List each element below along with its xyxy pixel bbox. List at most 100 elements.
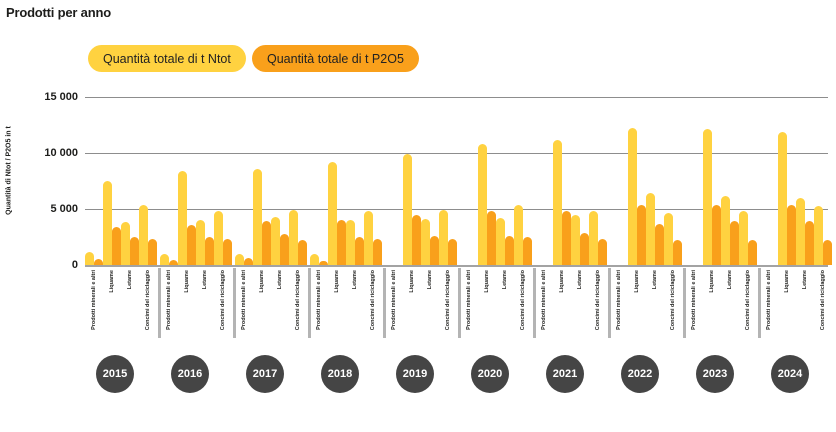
bar-ntot-2024-3[interactable]	[795, 198, 805, 265]
bar-ntot-2018-4[interactable]	[363, 211, 373, 265]
x-tick-label: Letame	[201, 270, 208, 290]
bar-p2o5-2022-2[interactable]	[636, 205, 646, 265]
bar-p2o5-2023-3[interactable]	[729, 221, 739, 265]
bar-ntot-2017-2[interactable]	[252, 169, 262, 265]
legend-label-p2o5: Quantità totale di t P2O5	[267, 51, 404, 66]
bar-ntot-2016-1[interactable]	[159, 254, 169, 265]
bar-p2o5-2024-4[interactable]	[822, 240, 832, 265]
y-tick-label-0: 0	[71, 259, 78, 271]
bar-p2o5-2017-2[interactable]	[261, 221, 271, 265]
bar-p2o5-2022-3[interactable]	[654, 224, 664, 265]
bar-ntot-2017-4[interactable]	[288, 210, 298, 265]
bar-ntot-2015-3[interactable]	[120, 222, 130, 265]
gridline-5000	[85, 209, 828, 210]
gridline-10000	[85, 153, 828, 154]
x-tick-label: Concimi del riciclaggio	[819, 270, 826, 331]
bar-p2o5-2016-4[interactable]	[222, 239, 232, 265]
year-group-separator	[382, 268, 386, 338]
bar-p2o5-2015-4[interactable]	[147, 239, 157, 265]
bar-ntot-2023-2[interactable]	[702, 129, 712, 265]
bar-p2o5-2024-3[interactable]	[804, 221, 814, 265]
bar-ntot-2024-4[interactable]	[813, 206, 823, 265]
bar-ntot-2015-4[interactable]	[138, 205, 148, 265]
x-tick-label: Letame	[276, 270, 283, 290]
bar-p2o5-2021-3[interactable]	[579, 233, 589, 265]
year-badge-2020: 2020	[471, 355, 509, 393]
x-tick-label: Letame	[726, 270, 733, 290]
bar-ntot-2016-3[interactable]	[195, 220, 205, 265]
bar-p2o5-2017-1[interactable]	[243, 258, 253, 265]
bar-p2o5-2020-2[interactable]	[486, 211, 496, 265]
bar-p2o5-2018-3[interactable]	[354, 237, 364, 265]
bar-ntot-2019-3[interactable]	[420, 219, 430, 265]
x-tick-label: Liquame	[633, 270, 640, 293]
bar-p2o5-2015-1[interactable]	[93, 259, 103, 265]
bar-p2o5-2016-1[interactable]	[168, 260, 178, 265]
bar-p2o5-2020-4[interactable]	[522, 237, 532, 265]
year-group-separator	[682, 268, 686, 338]
bar-p2o5-2023-2[interactable]	[711, 205, 721, 265]
bar-p2o5-2015-3[interactable]	[129, 237, 139, 265]
bar-ntot-2023-4[interactable]	[738, 211, 748, 265]
bar-p2o5-2015-2[interactable]	[111, 227, 121, 265]
bar-p2o5-2021-4[interactable]	[597, 239, 607, 265]
bar-ntot-2019-4[interactable]	[438, 210, 448, 265]
year-badge-2022: 2022	[621, 355, 659, 393]
bar-ntot-2018-2[interactable]	[327, 162, 337, 265]
gridline-15000	[85, 97, 828, 98]
bar-ntot-2015-1[interactable]	[84, 252, 94, 265]
bar-ntot-2024-2[interactable]	[777, 132, 787, 265]
bar-ntot-2022-4[interactable]	[663, 213, 673, 265]
x-tick-label: Concimi del riciclaggio	[519, 270, 526, 331]
bar-ntot-2020-4[interactable]	[513, 205, 523, 265]
bar-ntot-2023-3[interactable]	[720, 196, 730, 265]
legend-pill-p2o5[interactable]: Quantità totale di t P2O5	[252, 45, 419, 72]
y-tick-label-5000: 5 000	[50, 203, 78, 215]
bar-ntot-2017-3[interactable]	[270, 217, 280, 265]
x-tick-label: Prodotti minerali e altri	[690, 270, 697, 330]
bar-ntot-2021-3[interactable]	[570, 215, 580, 265]
bar-p2o5-2017-3[interactable]	[279, 234, 289, 265]
x-tick-label: Letame	[426, 270, 433, 290]
bar-ntot-2019-2[interactable]	[402, 154, 412, 265]
bar-ntot-2020-2[interactable]	[477, 144, 487, 265]
bar-ntot-2016-2[interactable]	[177, 171, 187, 265]
bar-p2o5-2018-1[interactable]	[318, 261, 328, 265]
x-tick-label: Liquame	[258, 270, 265, 293]
bar-p2o5-2016-2[interactable]	[186, 225, 196, 265]
x-tick-label: Prodotti minerali e altri	[765, 270, 772, 330]
chart-title: Prodotti per anno	[6, 5, 111, 20]
bar-ntot-2021-4[interactable]	[588, 211, 598, 265]
bar-ntot-2015-2[interactable]	[102, 181, 112, 265]
bar-p2o5-2019-4[interactable]	[447, 239, 457, 265]
legend-pill-ntot[interactable]: Quantità totale di t Ntot	[88, 45, 246, 72]
bar-p2o5-2023-4[interactable]	[747, 240, 757, 265]
bar-p2o5-2021-2[interactable]	[561, 211, 571, 265]
bar-p2o5-2019-2[interactable]	[411, 215, 421, 265]
bar-ntot-2018-3[interactable]	[345, 220, 355, 265]
bar-ntot-2022-2[interactable]	[627, 128, 637, 265]
bar-ntot-2021-2[interactable]	[552, 140, 562, 265]
x-tick-label: Liquame	[483, 270, 490, 293]
bar-p2o5-2020-3[interactable]	[504, 236, 514, 265]
bar-p2o5-2019-3[interactable]	[429, 236, 439, 265]
bar-ntot-2016-4[interactable]	[213, 211, 223, 265]
x-tick-label: Concimi del riciclaggio	[219, 270, 226, 331]
x-tick-label: Concimi del riciclaggio	[744, 270, 751, 331]
bar-p2o5-2016-3[interactable]	[204, 237, 214, 265]
bar-ntot-2017-1[interactable]	[234, 254, 244, 265]
year-group-separator	[757, 268, 761, 338]
bar-p2o5-2022-4[interactable]	[672, 240, 682, 265]
year-badge-2016: 2016	[171, 355, 209, 393]
bar-ntot-2018-1[interactable]	[309, 254, 319, 265]
x-tick-label: Liquame	[408, 270, 415, 293]
bar-p2o5-2018-2[interactable]	[336, 220, 346, 265]
bar-p2o5-2017-4[interactable]	[297, 240, 307, 265]
bar-ntot-2020-3[interactable]	[495, 218, 505, 265]
x-tick-label: Liquame	[708, 270, 715, 293]
x-tick-label: Letame	[501, 270, 508, 290]
bar-p2o5-2024-2[interactable]	[786, 205, 796, 265]
bar-ntot-2022-3[interactable]	[645, 193, 655, 265]
x-tick-label: Concimi del riciclaggio	[294, 270, 301, 331]
bar-p2o5-2018-4[interactable]	[372, 239, 382, 265]
